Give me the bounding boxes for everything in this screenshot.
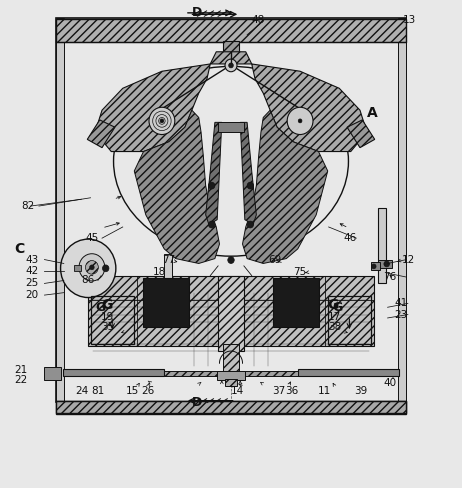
Polygon shape bbox=[347, 120, 375, 148]
Bar bbox=[298, 368, 399, 376]
Text: 17: 17 bbox=[328, 312, 341, 322]
Polygon shape bbox=[243, 110, 328, 264]
Text: 39: 39 bbox=[354, 386, 368, 396]
Polygon shape bbox=[206, 122, 222, 224]
Circle shape bbox=[90, 265, 94, 270]
Text: G: G bbox=[101, 298, 112, 312]
Circle shape bbox=[149, 107, 175, 135]
Text: 13: 13 bbox=[402, 15, 416, 25]
Text: D: D bbox=[192, 6, 202, 20]
Bar bbox=[378, 260, 392, 268]
Text: 14: 14 bbox=[231, 386, 244, 396]
Text: C: C bbox=[14, 242, 25, 256]
Text: 36: 36 bbox=[286, 386, 298, 396]
Text: 77: 77 bbox=[162, 255, 175, 265]
Circle shape bbox=[208, 221, 215, 228]
Circle shape bbox=[228, 257, 234, 264]
Circle shape bbox=[229, 63, 233, 68]
Circle shape bbox=[371, 264, 376, 269]
Bar bbox=[218, 122, 244, 132]
Bar bbox=[328, 296, 371, 344]
Circle shape bbox=[103, 265, 109, 272]
Polygon shape bbox=[95, 64, 210, 152]
Bar bbox=[164, 370, 298, 376]
Bar bbox=[56, 18, 406, 402]
Bar bbox=[218, 276, 244, 351]
Circle shape bbox=[79, 254, 105, 281]
Text: 40: 40 bbox=[383, 378, 396, 387]
Circle shape bbox=[287, 107, 313, 135]
Text: 11: 11 bbox=[317, 386, 331, 396]
Text: 81: 81 bbox=[91, 386, 104, 396]
Circle shape bbox=[208, 182, 215, 189]
Bar bbox=[74, 265, 81, 271]
Bar bbox=[223, 344, 239, 373]
Polygon shape bbox=[87, 120, 115, 148]
Bar bbox=[56, 401, 406, 414]
Text: 18: 18 bbox=[153, 267, 166, 277]
Text: 22: 22 bbox=[14, 375, 28, 385]
Circle shape bbox=[298, 119, 302, 123]
Text: 43: 43 bbox=[25, 255, 38, 264]
Bar bbox=[398, 18, 406, 402]
Text: 23: 23 bbox=[395, 309, 408, 320]
Text: G: G bbox=[328, 298, 339, 312]
Circle shape bbox=[85, 261, 98, 274]
Polygon shape bbox=[210, 52, 252, 64]
Text: 69: 69 bbox=[268, 255, 281, 265]
Text: G: G bbox=[96, 301, 106, 314]
Text: 46: 46 bbox=[344, 233, 357, 243]
Text: G: G bbox=[333, 301, 343, 314]
Bar bbox=[371, 263, 380, 270]
Bar bbox=[274, 278, 319, 327]
Polygon shape bbox=[252, 64, 367, 152]
Text: 45: 45 bbox=[86, 233, 99, 243]
Circle shape bbox=[247, 221, 254, 228]
Circle shape bbox=[225, 59, 237, 72]
Bar bbox=[143, 278, 188, 327]
Circle shape bbox=[61, 239, 116, 298]
Text: 25: 25 bbox=[25, 278, 38, 288]
Text: 75: 75 bbox=[293, 267, 306, 277]
Circle shape bbox=[384, 261, 389, 267]
Bar bbox=[63, 368, 164, 376]
Bar bbox=[217, 371, 245, 380]
Circle shape bbox=[247, 182, 254, 189]
Text: 37: 37 bbox=[273, 386, 286, 396]
Bar bbox=[88, 276, 374, 346]
Text: 38: 38 bbox=[328, 322, 341, 332]
Bar bbox=[56, 19, 406, 42]
Text: 19: 19 bbox=[101, 312, 115, 322]
Bar bbox=[378, 207, 386, 283]
Circle shape bbox=[160, 119, 164, 123]
Text: 82: 82 bbox=[21, 201, 35, 211]
Text: D: D bbox=[192, 396, 202, 408]
Text: 76: 76 bbox=[383, 272, 396, 282]
Polygon shape bbox=[240, 122, 256, 224]
Bar bbox=[56, 18, 64, 402]
Text: 20: 20 bbox=[25, 290, 38, 300]
Text: 15: 15 bbox=[126, 386, 139, 396]
Bar bbox=[91, 296, 134, 344]
Text: 26: 26 bbox=[141, 386, 154, 396]
Polygon shape bbox=[134, 110, 219, 264]
Text: 48: 48 bbox=[252, 15, 265, 25]
Bar bbox=[164, 254, 171, 283]
Text: 86: 86 bbox=[81, 276, 95, 285]
Text: 21: 21 bbox=[14, 365, 28, 375]
Text: 42: 42 bbox=[25, 266, 38, 276]
Bar bbox=[223, 41, 239, 52]
Text: 35: 35 bbox=[101, 322, 115, 332]
Text: 24: 24 bbox=[75, 386, 89, 396]
Bar bbox=[225, 379, 237, 386]
Text: 12: 12 bbox=[401, 255, 415, 264]
Text: A: A bbox=[367, 105, 377, 120]
Text: 41: 41 bbox=[395, 298, 408, 308]
Bar bbox=[44, 366, 61, 380]
Bar bbox=[56, 401, 406, 413]
